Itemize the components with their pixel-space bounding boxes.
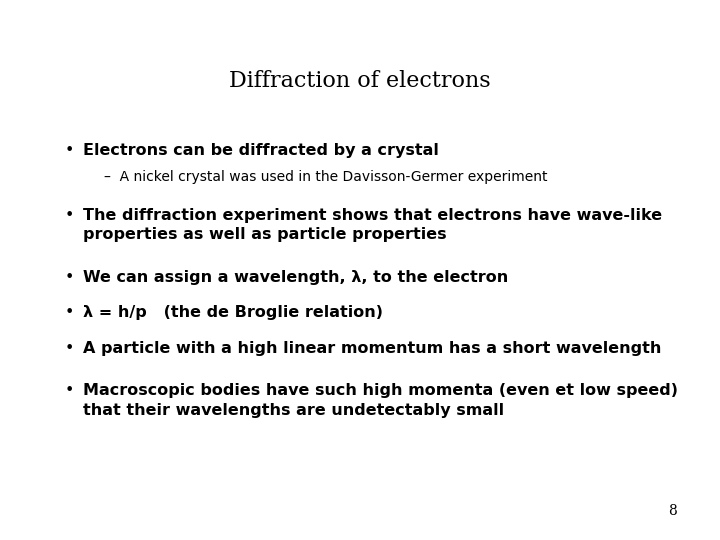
Text: –  A nickel crystal was used in the Davisson-Germer experiment: – A nickel crystal was used in the Davis… — [104, 170, 548, 184]
Text: •: • — [65, 305, 74, 320]
Text: •: • — [65, 341, 74, 356]
Text: •: • — [65, 270, 74, 285]
Text: A particle with a high linear momentum has a short wavelength: A particle with a high linear momentum h… — [83, 341, 661, 356]
Text: Macroscopic bodies have such high momenta (even et low speed)
that their wavelen: Macroscopic bodies have such high moment… — [83, 383, 678, 417]
Text: We can assign a wavelength, λ, to the electron: We can assign a wavelength, λ, to the el… — [83, 270, 508, 285]
Text: 8: 8 — [668, 504, 677, 518]
Text: λ = h/p   (the de Broglie relation): λ = h/p (the de Broglie relation) — [83, 305, 383, 320]
Text: •: • — [65, 208, 74, 223]
Text: •: • — [65, 143, 74, 158]
Text: Diffraction of electrons: Diffraction of electrons — [229, 70, 491, 92]
Text: Electrons can be diffracted by a crystal: Electrons can be diffracted by a crystal — [83, 143, 438, 158]
Text: The diffraction experiment shows that electrons have wave-like
properties as wel: The diffraction experiment shows that el… — [83, 208, 662, 242]
Text: •: • — [65, 383, 74, 399]
